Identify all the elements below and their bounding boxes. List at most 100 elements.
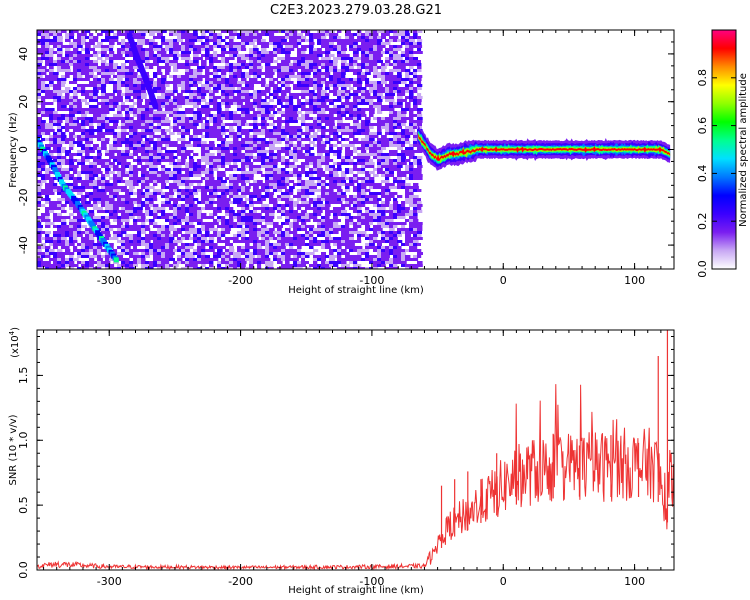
- heatmap-cell: [237, 150, 242, 153]
- heatmap-cell: [333, 225, 338, 228]
- heatmap-cell: [301, 117, 307, 120]
- heatmap-cell: [105, 234, 111, 237]
- heatmap-cell: [109, 36, 114, 39]
- heatmap-cell: [113, 102, 119, 105]
- heatmap-cell: [129, 183, 134, 186]
- heatmap-cell: [53, 261, 58, 264]
- heatmap-cell: [85, 36, 90, 39]
- heatmap-cell: [169, 195, 174, 198]
- heatmap-cell: [333, 168, 339, 171]
- heatmap-cell: [129, 75, 134, 78]
- heatmap-cell: [217, 255, 222, 258]
- heatmap-cell: [265, 165, 270, 168]
- heatmap-cell: [77, 66, 83, 69]
- heatmap-cell: [297, 132, 302, 135]
- heatmap-cell: [237, 234, 242, 237]
- heatmap-cell: [153, 207, 159, 210]
- heatmap-cell: [153, 162, 158, 165]
- heatmap-cell: [53, 183, 58, 186]
- heatmap-cell: [345, 264, 350, 267]
- heatmap-cell: [133, 198, 139, 201]
- heatmap-cell: [93, 114, 99, 117]
- heatmap-cell: [117, 201, 123, 204]
- heatmap-cell: [317, 165, 322, 168]
- heatmap-cell: [249, 93, 254, 96]
- heatmap-cell: [221, 84, 225, 87]
- heatmap-cell: [73, 105, 78, 108]
- heatmap-cell: [301, 105, 306, 108]
- heatmap-cell: [217, 108, 222, 111]
- heatmap-cell: [141, 93, 147, 96]
- heatmap-cell: [217, 33, 222, 36]
- heatmap-cell: [57, 99, 62, 102]
- heatmap-cell: [185, 108, 191, 111]
- heatmap-cell: [357, 48, 363, 51]
- heatmap-cell: [173, 207, 178, 210]
- heatmap-cell: [349, 171, 354, 174]
- heatmap-cell: [125, 66, 130, 69]
- heatmap-cell: [97, 180, 102, 183]
- heatmap-cell: [277, 255, 282, 258]
- heatmap-cell: [153, 114, 158, 117]
- heatmap-cell: [349, 63, 354, 66]
- heatmap-cell: [85, 147, 90, 150]
- heatmap-cell: [225, 222, 230, 225]
- heatmap-cell: [125, 75, 131, 78]
- heatmap-cell: [61, 204, 67, 207]
- heatmap-cell: [221, 234, 226, 237]
- heatmap-cell: [205, 240, 211, 243]
- heatmap-cell: [261, 39, 266, 42]
- heatmap-cell: [297, 204, 302, 207]
- heatmap-cell: [45, 96, 51, 99]
- heatmap-cell: [73, 123, 78, 126]
- heatmap-cell: [285, 183, 290, 186]
- heatmap-cell: [293, 75, 299, 78]
- heatmap-cell: [81, 171, 86, 174]
- heatmap-cell: [249, 264, 254, 267]
- heatmap-cell: [329, 222, 333, 225]
- heatmap-cell: [261, 126, 267, 129]
- heatmap-cell: [113, 249, 118, 252]
- heatmap-cell: [85, 117, 90, 120]
- heatmap-cell: [93, 69, 99, 72]
- heatmap-cell: [61, 225, 66, 228]
- heatmap-cell: [109, 243, 114, 246]
- heatmap-cell: [225, 186, 230, 189]
- heatmap-cell: [45, 102, 50, 105]
- heatmap-cell: [93, 249, 98, 252]
- heatmap-cell: [117, 51, 123, 54]
- heatmap-cell: [309, 174, 314, 177]
- heatmap-cell: [129, 174, 134, 177]
- heatmap-cell: [181, 84, 187, 87]
- heatmap-cell: [125, 84, 130, 87]
- heatmap-cell: [157, 189, 163, 192]
- heatmap-cell: [93, 246, 99, 249]
- heatmap-cell: [233, 225, 239, 228]
- heatmap-cell: [189, 156, 194, 159]
- heatmap-cell: [321, 192, 327, 195]
- heatmap-cell: [257, 141, 262, 144]
- heatmap-cell: [89, 84, 95, 87]
- heatmap-cell: [69, 123, 74, 126]
- heatmap-cell: [165, 45, 170, 48]
- heatmap-cell: [105, 180, 110, 183]
- heatmap-cell: [245, 129, 250, 132]
- heatmap-cell: [245, 165, 251, 168]
- heatmap-cell: [189, 159, 195, 162]
- heatmap-cell: [349, 93, 354, 96]
- heatmap-cell: [285, 48, 291, 51]
- heatmap-cell: [353, 267, 359, 269]
- heatmap-cell: [329, 240, 334, 243]
- heatmap-cell: [205, 105, 210, 108]
- heatmap-cell: [261, 258, 266, 261]
- heatmap-cell: [345, 153, 351, 156]
- heatmap-cell: [329, 255, 335, 258]
- heatmap-cell: [353, 105, 358, 108]
- heatmap-cell: [157, 84, 162, 87]
- heatmap-cell: [349, 114, 354, 117]
- heatmap-cell: [177, 183, 183, 186]
- heatmap-cell: [193, 90, 199, 93]
- heatmap-cell: [101, 48, 106, 51]
- heatmap-cell: [185, 144, 191, 147]
- heatmap-cell: [201, 243, 207, 246]
